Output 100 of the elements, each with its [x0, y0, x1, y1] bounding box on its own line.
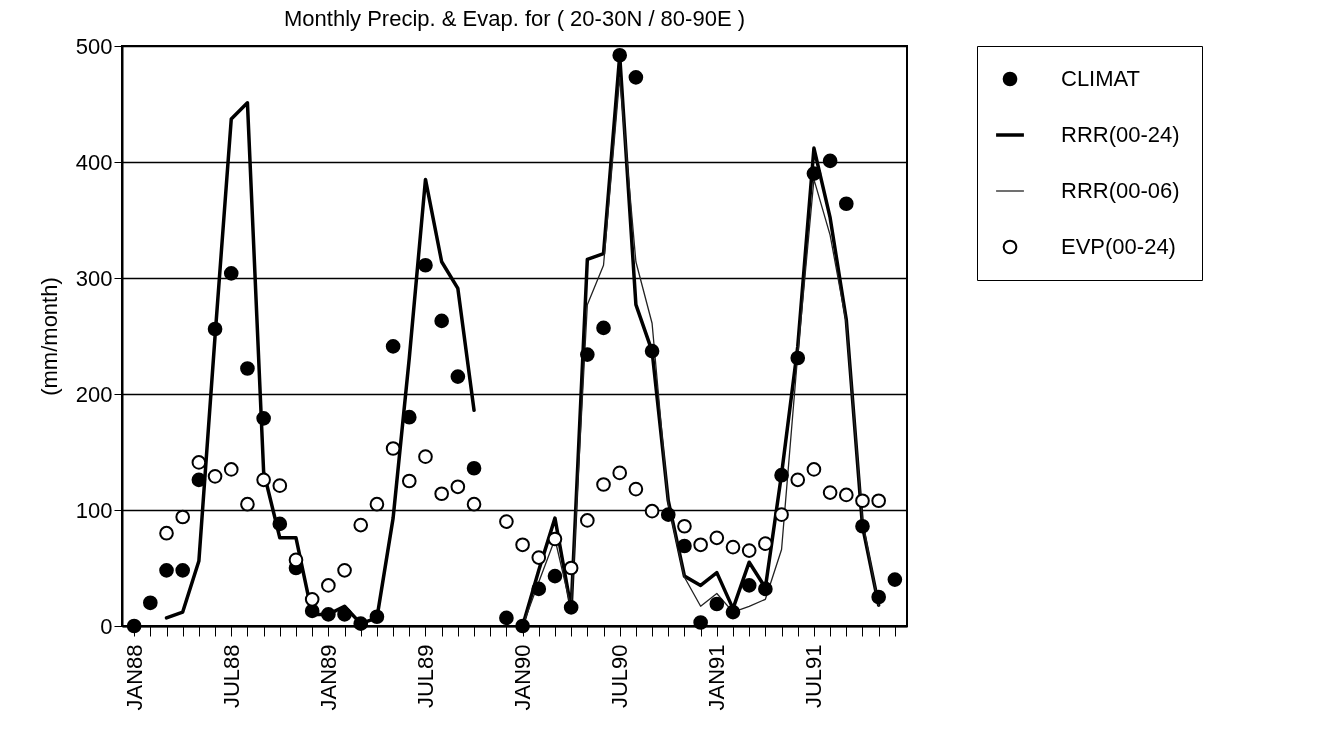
point: [547, 568, 563, 584]
point: [223, 266, 239, 281]
point: [871, 589, 886, 605]
point: [758, 536, 773, 551]
x-tick-label: JUL90: [607, 644, 633, 709]
point: [806, 166, 822, 181]
point: [466, 496, 482, 512]
y-tick-label: 400: [75, 149, 113, 175]
point: [790, 472, 806, 488]
point: [466, 460, 482, 476]
point: [256, 472, 271, 488]
x-tick-label: JAN88: [121, 644, 147, 711]
legend-label: EVP(00-24): [1061, 234, 1176, 259]
point: [240, 361, 255, 376]
point: [693, 537, 708, 553]
point: [191, 472, 207, 488]
point: [774, 467, 789, 483]
point: [418, 257, 433, 273]
x-tick-label: JAN90: [510, 644, 536, 711]
legend-label: RRR(00-06): [1061, 178, 1180, 203]
point: [693, 615, 708, 630]
point: [580, 513, 595, 528]
y-tick-label: 100: [75, 497, 113, 523]
point: [207, 321, 223, 337]
y-tick-label: 300: [75, 265, 113, 291]
point: [580, 347, 595, 362]
point: [337, 607, 352, 622]
point: [806, 462, 822, 477]
point: [660, 507, 676, 522]
y-tick-label: 200: [75, 381, 113, 407]
point: [499, 514, 514, 529]
point: [240, 496, 255, 512]
y-tick-label: 500: [75, 33, 113, 59]
point: [887, 572, 903, 587]
point: [434, 313, 449, 329]
point: [774, 507, 789, 522]
point: [304, 592, 320, 607]
point: [256, 411, 271, 426]
x-tick-label: JAN89: [315, 644, 341, 711]
point: [741, 543, 757, 558]
point: [321, 578, 336, 593]
point: [321, 607, 336, 622]
point: [515, 618, 530, 634]
point: [418, 449, 433, 464]
point: [822, 485, 838, 500]
point: [159, 563, 174, 578]
point: [838, 487, 854, 503]
point: [450, 369, 466, 384]
point: [369, 496, 385, 512]
point: [871, 493, 886, 509]
point: [758, 581, 773, 597]
point: [838, 196, 854, 212]
point: [563, 560, 579, 576]
point: [159, 525, 174, 541]
point: [855, 518, 870, 534]
x-tick-label: JUL88: [218, 644, 244, 709]
point: [790, 350, 806, 366]
legend-label: CLIMAT: [1061, 66, 1141, 91]
point: [709, 530, 725, 546]
point: [596, 320, 611, 336]
point: [628, 70, 644, 85]
point: [531, 550, 547, 565]
point: [612, 47, 628, 63]
point: [628, 481, 644, 497]
point: [143, 595, 158, 611]
point: [644, 343, 660, 359]
point: [822, 153, 838, 169]
chart-title: Monthly Precip. & Evap. for ( 20-30N / 80-90E ): [284, 6, 745, 31]
point: [272, 478, 288, 493]
point: [288, 552, 304, 568]
x-tick-label: JUL91: [801, 644, 827, 709]
point: [175, 563, 191, 578]
point: [369, 609, 385, 625]
point: [855, 493, 870, 509]
point: [677, 538, 692, 554]
point: [677, 518, 692, 534]
point: [401, 473, 417, 489]
point: [709, 596, 725, 612]
legend-label: RRR(00-24): [1061, 122, 1180, 147]
y-tick-label: 0: [100, 613, 113, 639]
point: [385, 339, 401, 354]
point: [126, 618, 142, 634]
point: [353, 616, 369, 631]
point: [434, 486, 449, 502]
y-axis-title: (mm/month): [36, 277, 62, 396]
point: [207, 469, 223, 484]
point: [612, 465, 628, 481]
point: [450, 479, 466, 495]
point: [644, 503, 660, 519]
point: [725, 604, 741, 620]
point: [741, 578, 757, 593]
point: [272, 516, 288, 532]
point: [515, 537, 530, 553]
point: [337, 563, 352, 578]
point: [353, 517, 369, 533]
point: [531, 581, 547, 597]
point: [563, 600, 579, 615]
point: [596, 477, 611, 492]
point: [385, 441, 401, 456]
point: [223, 462, 239, 477]
